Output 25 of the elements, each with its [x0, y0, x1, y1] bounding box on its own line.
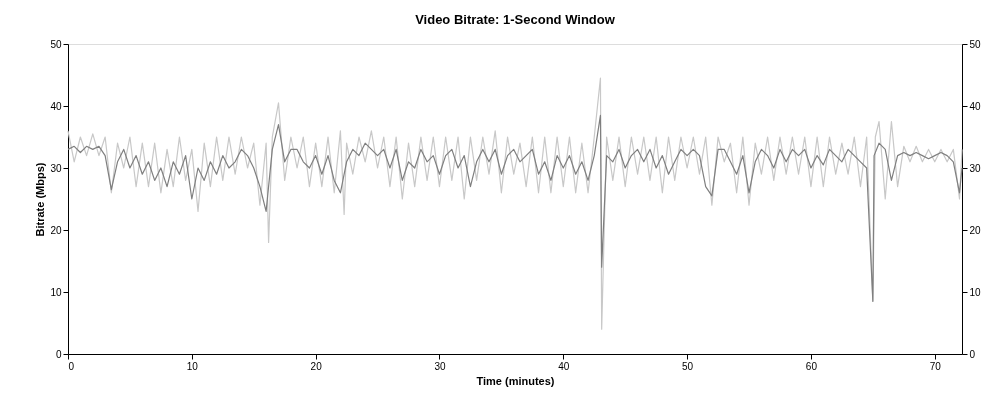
x-tick-label: 70: [929, 360, 942, 372]
x-tick-label: 60: [805, 360, 818, 372]
x-tick-label: 10: [186, 360, 199, 372]
x-tick-label: 30: [434, 360, 446, 372]
x-tick-label: 50: [682, 360, 694, 372]
y-tick-label: 10: [50, 286, 62, 298]
line-series: [67, 114, 963, 302]
y2-tick-label: 50: [969, 38, 982, 50]
line-series: [67, 77, 963, 330]
y-axis-title: Bitrate (Mbps): [34, 162, 47, 237]
y-tick-label: 20: [50, 224, 62, 236]
y-tick-label: 50: [50, 38, 62, 50]
y-tick-label: 40: [50, 100, 62, 112]
y2-tick-label: 40: [969, 100, 982, 112]
y-tick-label: 30: [50, 162, 62, 174]
x-tick-label: 40: [558, 360, 570, 372]
y2-tick-label: 0: [969, 348, 976, 360]
y2-tick-label: 30: [969, 162, 982, 174]
x-tick-label: 20: [310, 360, 323, 372]
y2-tick-label: 10: [969, 286, 982, 298]
chart-title: Video Bitrate: 1-Second Window: [415, 12, 616, 27]
y2-tick-label: 20: [969, 224, 982, 236]
x-tick-label: 0: [68, 360, 75, 372]
y-tick-label: 0: [55, 348, 62, 360]
x-axis-title: Time (minutes): [476, 374, 555, 387]
